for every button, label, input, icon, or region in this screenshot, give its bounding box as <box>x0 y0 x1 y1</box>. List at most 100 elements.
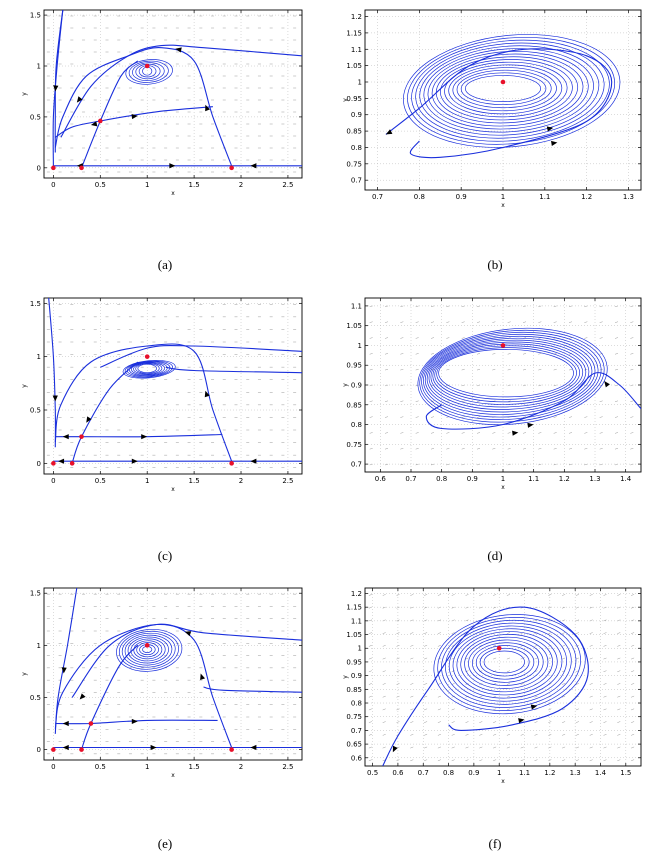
vector-arrow <box>479 733 483 736</box>
vector-arrow <box>369 432 373 434</box>
caption-c: (c) <box>157 548 173 563</box>
x-tick-label: 2.5 <box>282 763 293 771</box>
y-tick-label: 1.05 <box>346 322 362 330</box>
orbit-curve <box>130 638 166 662</box>
vector-arrow <box>599 400 603 402</box>
vector-arrow <box>368 632 372 634</box>
vector-arrow <box>451 695 455 698</box>
panel-b: 0.7 0.8 0.9 1 1.1 1.2 1.3 0.7 0.75 0.8 0.85 0.9 0.95… <box>337 4 643 214</box>
vector-arrow <box>430 416 435 418</box>
vector-arrow <box>479 606 483 609</box>
trajectory-curve <box>71 361 139 464</box>
vector-arrow <box>538 463 542 466</box>
orbit-curve <box>124 360 174 378</box>
vector-arrow <box>493 594 497 596</box>
vector-arrow <box>507 384 511 387</box>
vector-arrow <box>461 400 465 402</box>
vector-arrow <box>568 448 573 450</box>
vector-arrow <box>476 368 481 371</box>
vector-arrow <box>446 463 450 466</box>
vector-arrow <box>589 606 593 609</box>
y-tick-label: 1.15 <box>346 604 362 612</box>
vector-arrow <box>617 746 621 749</box>
vector-arrow <box>400 416 404 418</box>
vector-arrow <box>617 657 621 660</box>
vector-arrow <box>384 353 389 355</box>
vector-arrow <box>506 670 510 673</box>
vector-arrow <box>492 432 496 434</box>
vector-arrow <box>493 708 497 711</box>
vector-arrow <box>534 594 538 596</box>
vector-arrow <box>437 644 441 647</box>
orbit-curve <box>465 75 541 102</box>
y-tick-label: 0.5 <box>30 113 41 121</box>
trajectory-curve <box>54 47 233 166</box>
y-tick-label: 1 <box>358 79 362 87</box>
x-tick-label: 1 <box>145 477 149 485</box>
vector-arrow <box>493 657 497 660</box>
vector-arrow <box>575 594 579 596</box>
vector-arrow <box>410 594 414 596</box>
vector-arrow <box>617 644 621 647</box>
equilibrium-point <box>51 165 56 171</box>
vector-arrow <box>465 594 469 596</box>
vector-arrow <box>437 619 441 622</box>
vector-arrow <box>400 432 404 434</box>
caption-e: (e) <box>157 836 173 851</box>
vector-arrow <box>562 644 566 647</box>
direction-arrow <box>90 121 98 127</box>
vector-arrow <box>575 759 579 762</box>
vector-arrow <box>400 353 404 355</box>
vector-arrow <box>368 619 372 622</box>
vector-arrow <box>384 305 389 308</box>
direction-arrow <box>131 458 138 464</box>
vector-arrow <box>584 432 588 434</box>
equilibrium-point <box>229 747 234 752</box>
vector-arrow <box>451 721 455 723</box>
y-tick-label: 0.8 <box>351 700 362 708</box>
y-tick-label: 0.9 <box>351 672 362 680</box>
y-tick-label: 0.6 <box>351 754 363 762</box>
vector-arrow <box>562 594 566 596</box>
y-tick-label: 0.8 <box>351 421 362 429</box>
direction-arrow <box>150 744 157 751</box>
direction-arrow <box>131 718 138 725</box>
trajectory-curve <box>382 606 589 766</box>
orbit-curve <box>471 642 539 683</box>
vector-arrow <box>465 733 469 736</box>
vector-arrow <box>465 708 469 711</box>
vector-arrow <box>599 416 603 418</box>
vector-arrow <box>630 400 634 402</box>
vector-arrow <box>465 746 469 749</box>
vector-arrow <box>451 759 455 762</box>
panel-d: 0.6 0.7 0.8 0.9 1 1.1 1.2 1.3 1.4 0.7 0.75 0.8 0.85 0… <box>337 294 643 494</box>
x-axis-label: x <box>171 486 175 493</box>
direction-arrow <box>512 430 519 436</box>
x-tick-label: 0.7 <box>405 475 416 483</box>
equilibrium-point <box>97 118 103 124</box>
vector-arrow <box>562 695 566 698</box>
y-tick-label: 1 <box>37 353 41 361</box>
orbit-curve <box>116 628 183 672</box>
vector-arrow <box>507 305 511 308</box>
vector-arrow <box>589 759 593 762</box>
vector-arrow <box>493 721 497 723</box>
vector-arrow <box>631 683 635 685</box>
vector-arrow <box>369 400 373 402</box>
x-tick-label: 1 <box>501 475 505 483</box>
orbit-curve <box>132 62 165 81</box>
vector-arrow <box>534 619 538 622</box>
x-tick-label: 2 <box>239 181 243 189</box>
x-tick-label: 1.5 <box>189 477 200 485</box>
x-tick-label: 0.7 <box>418 769 429 777</box>
vector-arrow <box>430 448 435 450</box>
vector-arrow <box>631 657 635 660</box>
vector-arrow <box>507 368 511 371</box>
vector-arrow <box>437 683 441 685</box>
vector-arrow <box>461 432 465 434</box>
direction-arrow <box>200 673 206 680</box>
orbit-curve <box>423 48 594 133</box>
vector-arrow <box>568 416 573 418</box>
direction-arrow <box>62 720 69 727</box>
vector-arrow <box>430 321 435 323</box>
